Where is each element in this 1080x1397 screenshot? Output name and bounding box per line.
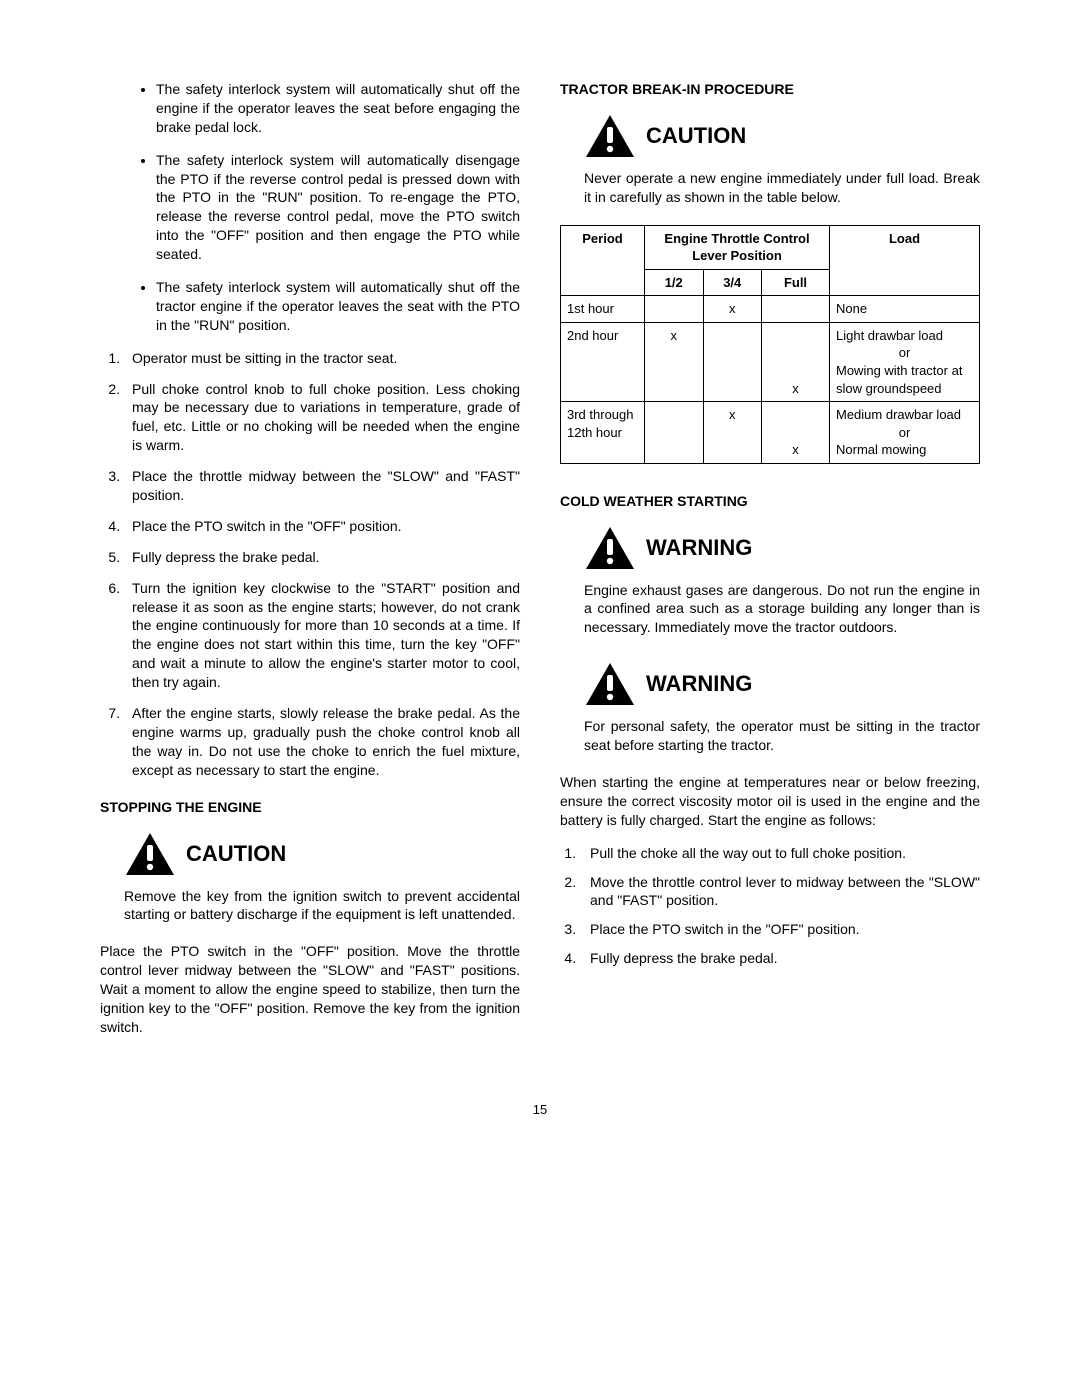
warning-icon — [584, 525, 636, 571]
list-item: Move the throttle control lever to midwa… — [580, 873, 980, 911]
caution-text: Remove the key from the ignition switch … — [124, 887, 520, 925]
th-throttle: Engine Throttle Control Lever Position — [645, 225, 830, 269]
td-load: Medium drawbar load or Normal mowing — [830, 402, 980, 464]
table-row: Period Engine Throttle Control Lever Pos… — [561, 225, 980, 269]
caution-text: Never operate a new engine immediately u… — [584, 169, 980, 207]
stopping-paragraph: Place the PTO switch in the "OFF" positi… — [100, 942, 520, 1036]
left-column: The safety interlock system will automat… — [100, 80, 520, 1051]
list-item: Operator must be sitting in the tractor … — [124, 349, 520, 368]
caution-icon — [584, 113, 636, 159]
th-full: Full — [762, 269, 830, 296]
td-period: 1st hour — [561, 296, 645, 323]
caution-header: CAUTION — [584, 113, 980, 159]
td-period: 3rd through 12th hour — [561, 402, 645, 464]
warning-block-2: WARNING For personal safety, the operato… — [584, 661, 980, 755]
th-half: 1/2 — [645, 269, 704, 296]
caution-title: CAUTION — [646, 121, 746, 151]
list-item: After the engine starts, slowly release … — [124, 704, 520, 780]
load-or: or — [836, 344, 973, 362]
td-34 — [703, 322, 762, 401]
caution-title: CAUTION — [186, 839, 286, 869]
list-item: Place the throttle midway between the "S… — [124, 467, 520, 505]
list-item: Pull choke control knob to full choke po… — [124, 380, 520, 456]
td-period: 2nd hour — [561, 322, 645, 401]
caution-block: CAUTION Remove the key from the ignition… — [124, 831, 520, 925]
list-item: The safety interlock system will automat… — [156, 80, 520, 137]
caution-icon — [124, 831, 176, 877]
breakin-table: Period Engine Throttle Control Lever Pos… — [560, 225, 980, 464]
table-row: 3rd through 12th hour x x Medium drawbar… — [561, 402, 980, 464]
list-item: The safety interlock system will automat… — [156, 278, 520, 335]
starting-steps-list: Operator must be sitting in the tractor … — [100, 349, 520, 780]
caution-block-breakin: CAUTION Never operate a new engine immed… — [584, 113, 980, 207]
stopping-heading: STOPPING THE ENGINE — [100, 798, 520, 817]
td-load: None — [830, 296, 980, 323]
td-half: x — [645, 322, 704, 401]
td-half — [645, 296, 704, 323]
load-b: Normal mowing — [836, 442, 926, 457]
td-full: x — [762, 322, 830, 401]
warning-header: WARNING — [584, 525, 980, 571]
warning-block-1: WARNING Engine exhaust gases are dangero… — [584, 525, 980, 638]
list-item: Fully depress the brake pedal. — [124, 548, 520, 567]
list-item: Pull the choke all the way out to full c… — [580, 844, 980, 863]
page-number: 15 — [100, 1101, 980, 1119]
list-item: Place the PTO switch in the "OFF" positi… — [124, 517, 520, 536]
load-or: or — [836, 424, 973, 442]
td-34: x — [703, 296, 762, 323]
breakin-heading: TRACTOR BREAK-IN PROCEDURE — [560, 80, 980, 99]
td-half — [645, 402, 704, 464]
interlock-bullet-list: The safety interlock system will automat… — [100, 80, 520, 335]
cold-heading: COLD WEATHER STARTING — [560, 492, 980, 511]
table-row: 1st hour x None — [561, 296, 980, 323]
warning-icon — [584, 661, 636, 707]
cold-paragraph: When starting the engine at temperatures… — [560, 773, 980, 830]
list-item: Place the PTO switch in the "OFF" positi… — [580, 920, 980, 939]
warning-text: Engine exhaust gases are dangerous. Do n… — [584, 581, 980, 638]
caution-header: CAUTION — [124, 831, 520, 877]
list-item: Fully depress the brake pedal. — [580, 949, 980, 968]
warning-title: WARNING — [646, 533, 752, 563]
load-b: Mowing with tractor at slow groundspeed — [836, 363, 962, 396]
td-34: x — [703, 402, 762, 464]
list-item: Turn the ignition key clockwise to the "… — [124, 579, 520, 692]
td-full: x — [762, 402, 830, 464]
right-column: TRACTOR BREAK-IN PROCEDURE CAUTION Never… — [560, 80, 980, 1051]
warning-header: WARNING — [584, 661, 980, 707]
th-period: Period — [561, 225, 645, 296]
warning-text: For personal safety, the operator must b… — [584, 717, 980, 755]
td-full — [762, 296, 830, 323]
cold-steps-list: Pull the choke all the way out to full c… — [560, 844, 980, 968]
warning-title: WARNING — [646, 669, 752, 699]
th-load: Load — [830, 225, 980, 296]
page-columns: The safety interlock system will automat… — [100, 80, 980, 1051]
load-a: Medium drawbar load — [836, 407, 961, 422]
td-load: Light drawbar load or Mowing with tracto… — [830, 322, 980, 401]
load-a: Light drawbar load — [836, 328, 943, 343]
list-item: The safety interlock system will automat… — [156, 151, 520, 264]
th-34: 3/4 — [703, 269, 762, 296]
table-row: 2nd hour x x Light drawbar load or Mowin… — [561, 322, 980, 401]
